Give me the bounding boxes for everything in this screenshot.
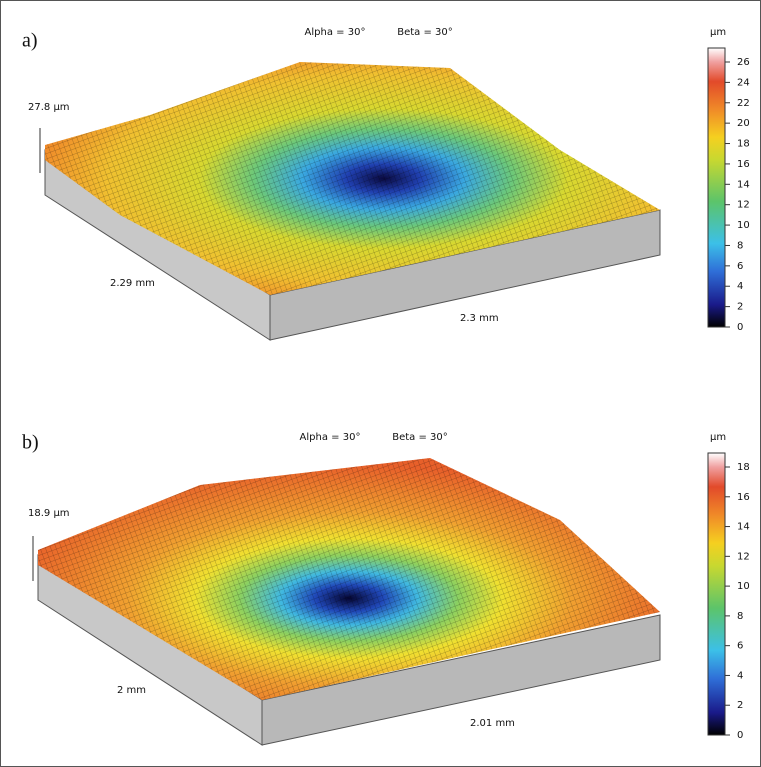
colorbar-tick-label: 0 [737, 730, 743, 741]
colorbar-tick-label: 16 [737, 492, 750, 503]
colorbar-tick-label: 2 [737, 700, 743, 711]
colorbar-tick-label: 10 [737, 220, 750, 231]
colorbar [708, 453, 725, 735]
panel-label: b) [22, 432, 39, 454]
x-extent: 2.29 mm [110, 278, 155, 289]
colorbar-tick-label: 12 [737, 551, 750, 562]
colorbar-tick-label: 8 [737, 240, 743, 251]
panel-label: a) [22, 30, 38, 52]
view-beta: Beta = 30° [392, 432, 448, 443]
height-label: 27.8 µm [28, 102, 70, 113]
colorbar-tick-label: 24 [737, 77, 750, 88]
colorbar-unit: µm [710, 432, 726, 443]
view-alpha: Alpha = 30° [300, 432, 361, 443]
colorbar-tick-label: 4 [737, 281, 743, 292]
colorbar-tick-label: 4 [737, 670, 743, 681]
y-extent: 2.3 mm [460, 313, 499, 324]
colorbar-tick-label: 2 [737, 302, 743, 313]
figure: a) Alpha = 30° Beta = 30° 27.8 µm 2.29 mm 2.3… [0, 0, 761, 767]
y-extent: 2.01 mm [470, 718, 515, 729]
colorbar-tick-label: 22 [737, 98, 750, 109]
colorbar-tick-label: 14 [737, 179, 750, 190]
colorbar-tick-label: 20 [737, 118, 750, 129]
colorbar-tick-label: 12 [737, 200, 750, 211]
colorbar-tick-label: 18 [737, 462, 750, 473]
view-beta: Beta = 30° [397, 27, 453, 38]
x-extent: 2 mm [117, 685, 146, 696]
colorbar [708, 48, 725, 327]
colorbar-tick-label: 16 [737, 159, 750, 170]
panel [38, 458, 660, 745]
colorbar-tick-label: 26 [737, 57, 750, 68]
colorbar-tick-label: 18 [737, 139, 750, 150]
colorbar-tick-label: 8 [737, 611, 743, 622]
colorbar-tick-label: 6 [737, 641, 743, 652]
panel [45, 62, 660, 340]
colorbar-tick-label: 6 [737, 261, 743, 272]
height-label: 18.9 µm [28, 508, 70, 519]
colorbar-unit: µm [710, 27, 726, 38]
colorbar-tick-label: 10 [737, 581, 750, 592]
view-alpha: Alpha = 30° [305, 27, 366, 38]
colorbar-tick-label: 0 [737, 322, 743, 333]
colorbar-tick-label: 14 [737, 522, 750, 533]
